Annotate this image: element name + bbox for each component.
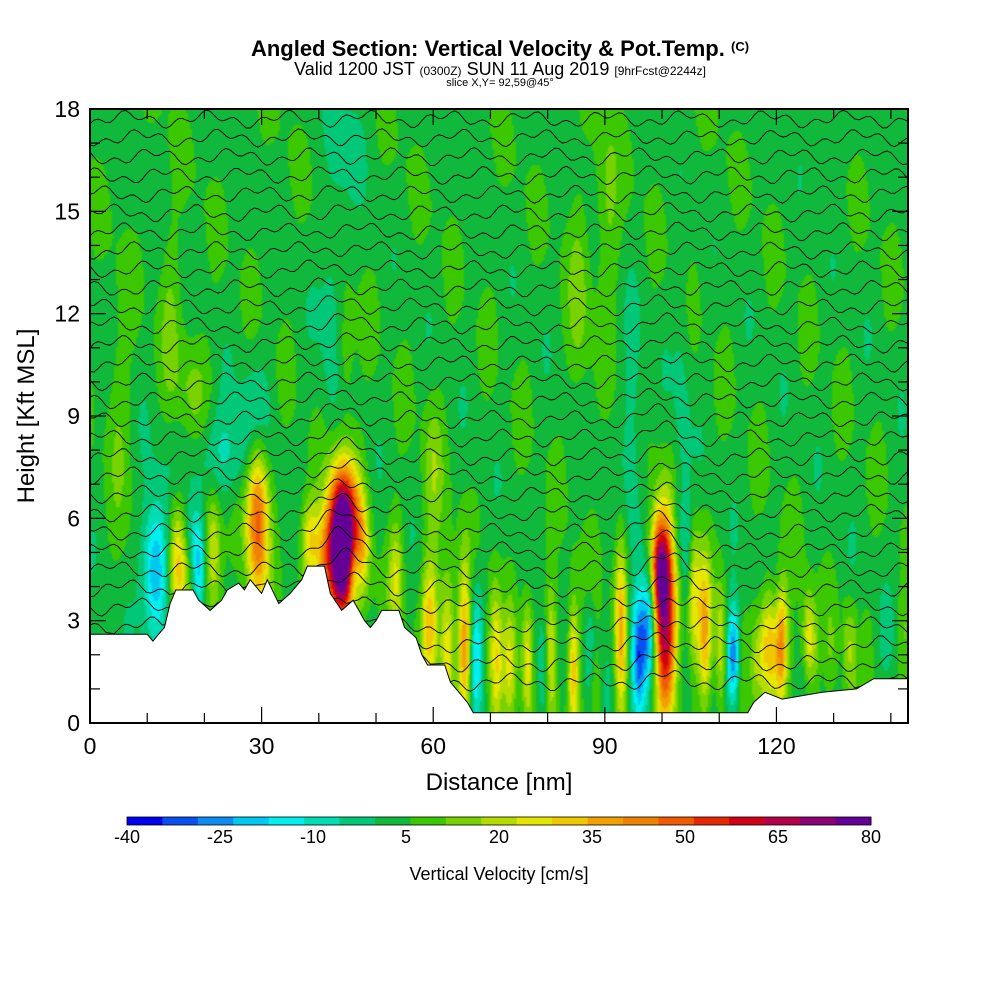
colorbar-tick-label: 65 bbox=[768, 827, 788, 847]
isentrope bbox=[90, 571, 908, 598]
colorbar-swatch bbox=[162, 817, 199, 825]
isentrope bbox=[90, 547, 908, 580]
y-tick-label: 9 bbox=[67, 403, 80, 429]
valid-date: SUN 11 Aug 2019 bbox=[466, 59, 610, 79]
colorbar-swatch bbox=[304, 817, 340, 825]
isentrope bbox=[421, 650, 907, 673]
forecast-run: [9hrFcst@2244z] bbox=[614, 64, 706, 78]
isentrope bbox=[90, 147, 907, 167]
colorbar-swatch bbox=[233, 817, 270, 825]
colorbar-tick-label: -40 bbox=[114, 827, 140, 847]
isentrope bbox=[90, 109, 908, 129]
x-tick-label: 0 bbox=[84, 733, 97, 759]
y-tick-label: 6 bbox=[67, 505, 80, 531]
colorbar-swatch bbox=[693, 817, 730, 825]
y-axis-label: Height [Kft MSL] bbox=[13, 329, 40, 504]
valid-zulu: (0300Z) bbox=[419, 64, 462, 78]
pot-temp-contours bbox=[90, 109, 908, 692]
colorbar-swatch bbox=[764, 817, 801, 825]
y-tick-label: 12 bbox=[54, 301, 80, 327]
colorbar-swatch bbox=[339, 817, 376, 825]
colorbar-tick-label: -25 bbox=[207, 827, 233, 847]
isentrope bbox=[90, 165, 908, 186]
colorbar-swatch bbox=[481, 817, 518, 825]
colorbar-swatch bbox=[268, 817, 305, 825]
colorbar-frame bbox=[126, 816, 872, 826]
terrain bbox=[90, 565, 908, 723]
isentrope bbox=[90, 240, 908, 261]
isentrope bbox=[90, 128, 908, 148]
isentrope bbox=[90, 202, 908, 223]
y-tick-label: 0 bbox=[67, 710, 80, 736]
colorbar-tick-label: 50 bbox=[675, 827, 695, 847]
isentrope bbox=[90, 436, 908, 467]
isentrope bbox=[90, 332, 908, 354]
colorbar-swatch bbox=[835, 817, 872, 825]
chart-valid-time: Valid 1200 JST (0300Z) SUN 11 Aug 2019 [… bbox=[0, 59, 1000, 80]
x-axis-label: Distance [nm] bbox=[426, 769, 573, 796]
x-tick-label: 120 bbox=[757, 733, 795, 759]
isentrope bbox=[90, 259, 908, 279]
isentrope bbox=[90, 352, 908, 373]
x-tick-label: 90 bbox=[592, 733, 618, 759]
y-tick-label: 18 bbox=[54, 96, 80, 122]
colorbar-tick-label: -10 bbox=[300, 827, 326, 847]
isentrope bbox=[90, 596, 908, 617]
colorbar-swatch bbox=[516, 817, 553, 825]
isentrope bbox=[90, 221, 908, 242]
isentrope bbox=[417, 631, 907, 654]
colorbar-tick-label: 80 bbox=[861, 827, 881, 847]
colorbar-swatch bbox=[658, 817, 695, 825]
isentrope bbox=[90, 615, 908, 636]
y-tick-label: 15 bbox=[54, 198, 80, 224]
chart-title: Angled Section: Vertical Velocity & Pot.… bbox=[0, 36, 1000, 62]
isentrope bbox=[90, 294, 907, 317]
colorbar-tick-label: 35 bbox=[582, 827, 602, 847]
isentrope bbox=[90, 418, 908, 448]
isentrope bbox=[90, 387, 908, 411]
chart-title-unit: (C) bbox=[731, 39, 750, 54]
colorbar: -40 -25 -10 5 20 35 50 65 80 bbox=[114, 816, 881, 847]
colorbar-swatch bbox=[729, 817, 766, 825]
y-axis: 0 3 6 9 12 15 18 bbox=[54, 96, 908, 736]
isentrope bbox=[90, 402, 907, 429]
isentrope bbox=[90, 277, 908, 298]
x-tick-label: 60 bbox=[420, 733, 446, 759]
slice-info: slice X,Y= 92,59@45° bbox=[446, 77, 554, 89]
colorbar-swatch bbox=[375, 817, 411, 825]
y-tick-label: 3 bbox=[67, 608, 80, 634]
isentrope bbox=[90, 371, 908, 392]
x-axis: 0 30 60 90 120 bbox=[84, 109, 892, 759]
colorbar-swatch bbox=[587, 817, 624, 825]
colorbar-label: Vertical Velocity [cm/s] bbox=[409, 864, 588, 884]
chart-title-text: Angled Section: Vertical Velocity & Pot.… bbox=[250, 36, 725, 61]
isentrope bbox=[153, 109, 878, 111]
colorbar-swatch bbox=[623, 817, 659, 825]
colorbar-swatch bbox=[552, 817, 588, 825]
valid-prefix: Valid 1200 JST bbox=[294, 59, 415, 79]
isentrope bbox=[90, 492, 908, 523]
isentrope bbox=[450, 670, 908, 692]
colorbar-swatch bbox=[410, 817, 447, 825]
colorbar-swatch bbox=[445, 817, 482, 825]
isentrope bbox=[90, 508, 907, 542]
colorbar-swatch bbox=[127, 817, 163, 825]
colorbar-tick-label: 20 bbox=[489, 827, 509, 847]
isentrope bbox=[90, 183, 908, 204]
isentrope bbox=[90, 478, 908, 505]
isentrope bbox=[90, 525, 907, 561]
isentrope bbox=[90, 458, 908, 486]
colorbar-tick-label: 5 bbox=[401, 827, 411, 847]
x-tick-label: 30 bbox=[249, 733, 275, 759]
isentrope bbox=[90, 312, 908, 335]
colorbar-swatch bbox=[800, 817, 836, 825]
colorbar-swatch bbox=[197, 817, 234, 825]
